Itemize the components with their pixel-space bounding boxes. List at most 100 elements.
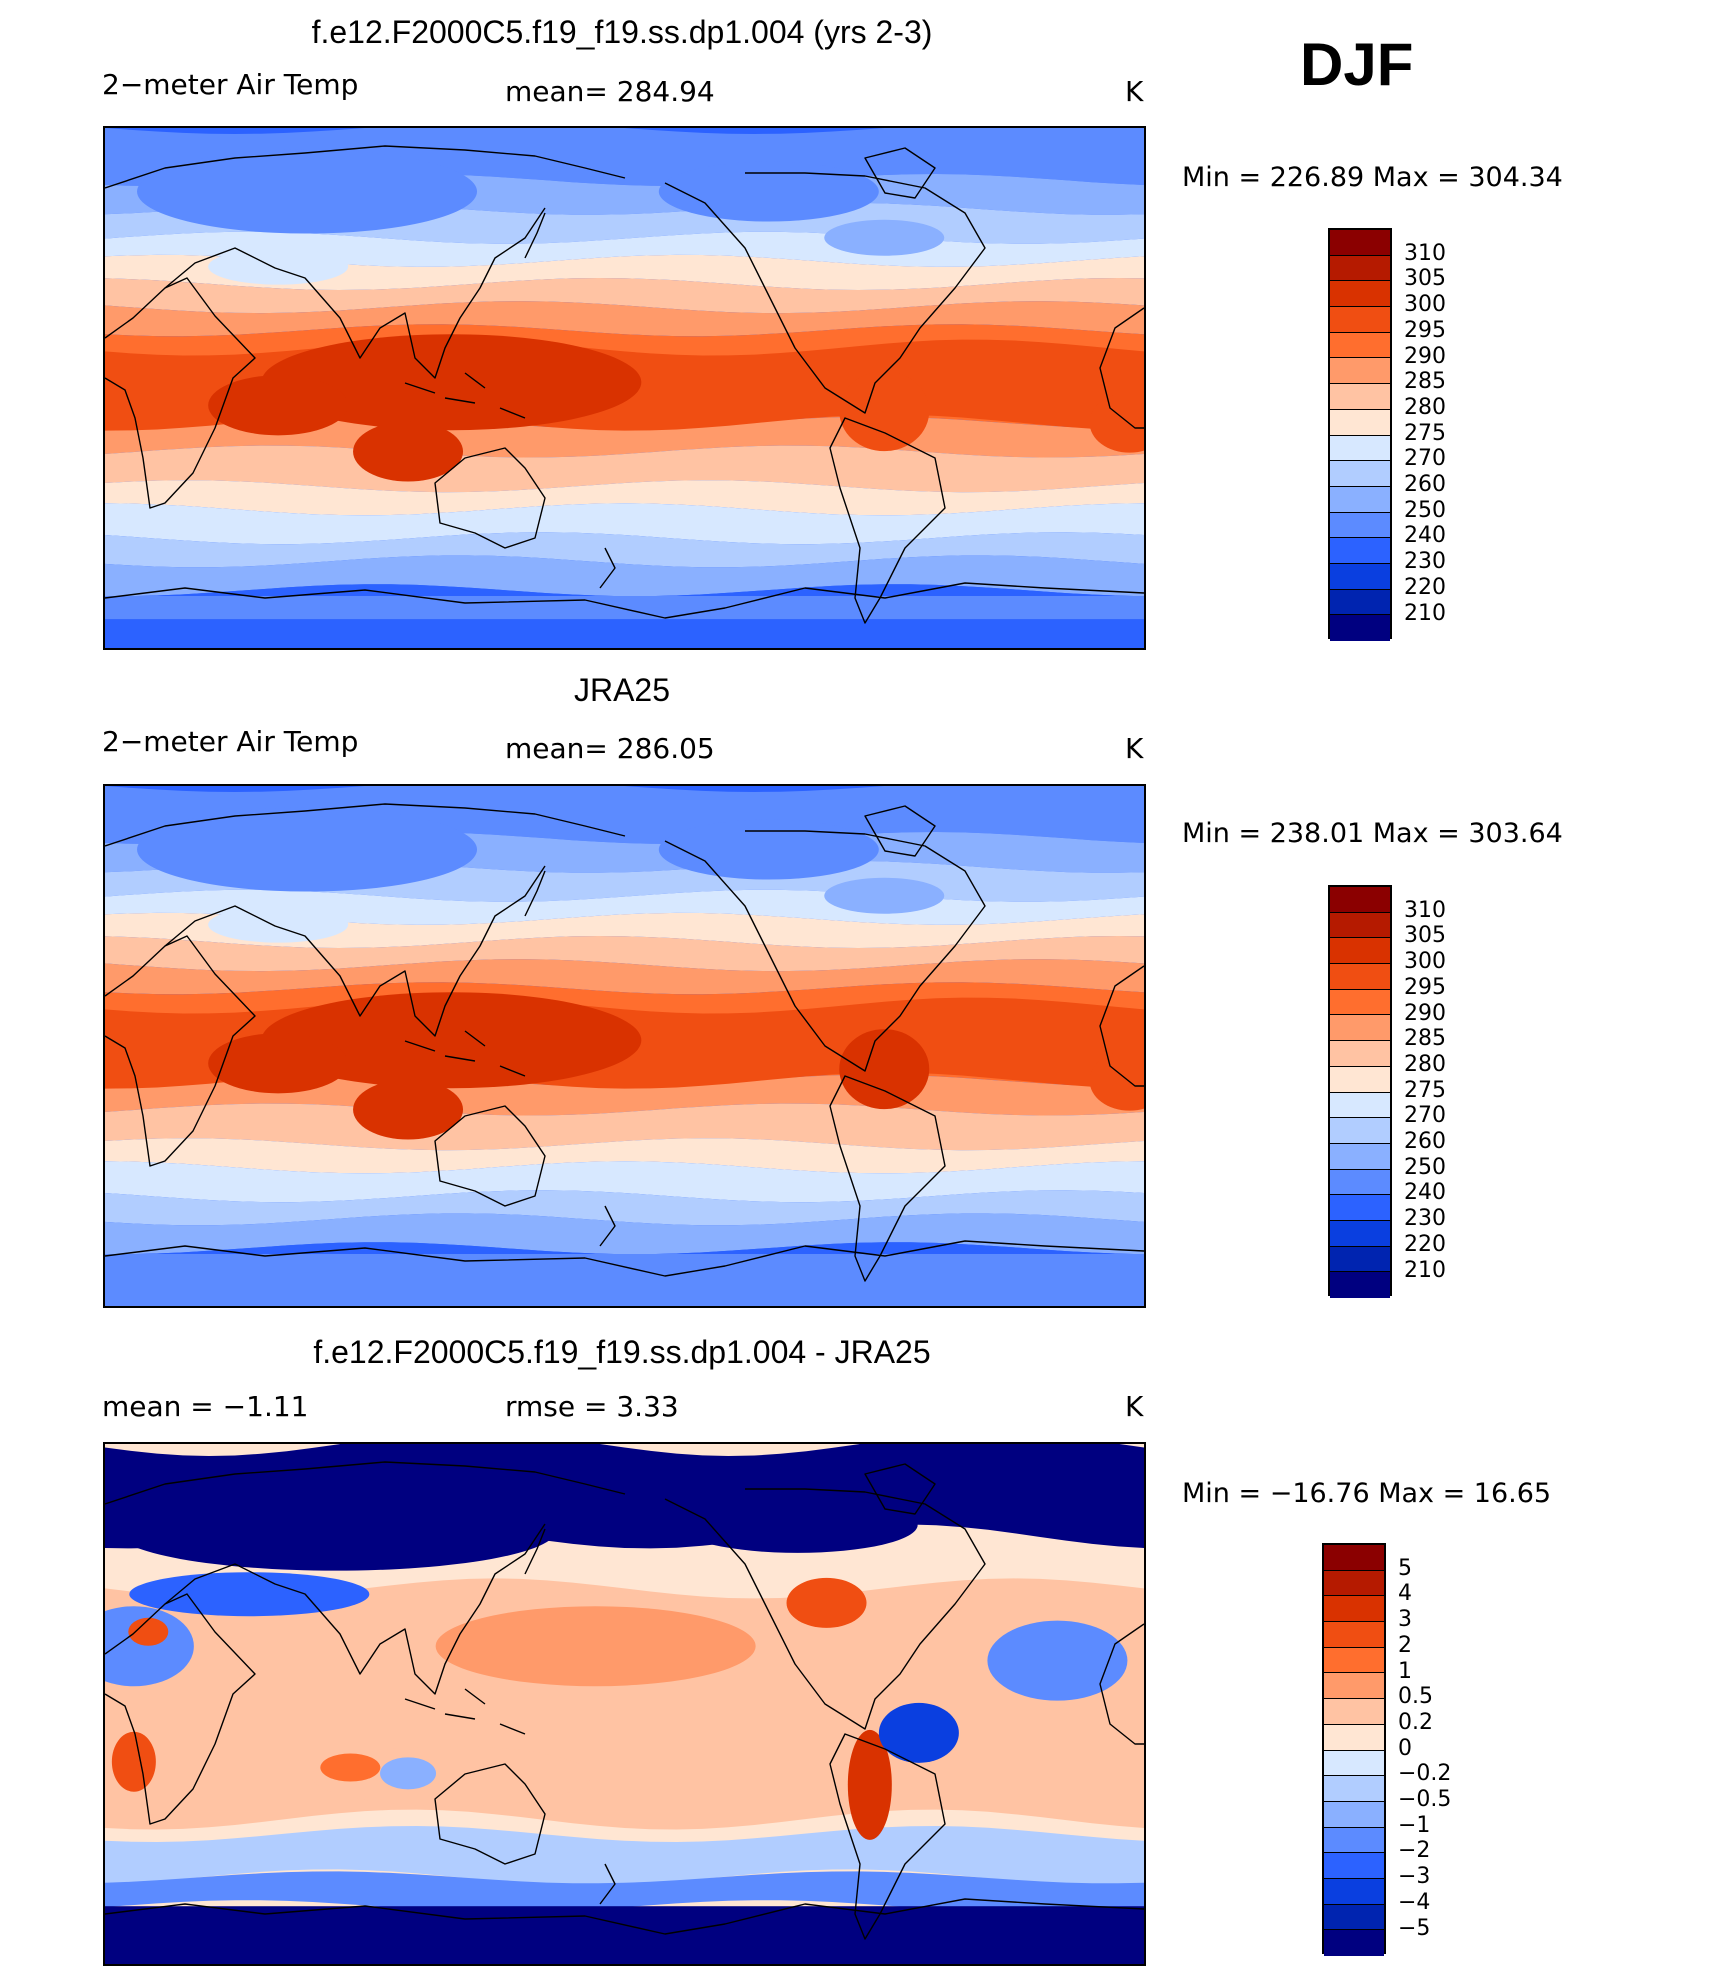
coastline [105, 1461, 626, 1505]
panel-2-map [103, 784, 1146, 1308]
amazon-cold-anomaly [878, 1702, 959, 1763]
colorbar-swatch [1324, 1545, 1384, 1571]
colorbar-swatch [1330, 1118, 1390, 1144]
coastline [829, 1075, 946, 1282]
colorbar-swatch [1324, 1724, 1384, 1751]
north-america-cold-anomaly [677, 1496, 918, 1553]
red-sea-warm-anomaly [128, 1617, 169, 1646]
colorbar-label: 260 [1404, 472, 1446, 497]
panel-1-units: K [1125, 75, 1144, 108]
colorbar-label: 270 [1404, 446, 1446, 472]
coastline [864, 1463, 936, 1515]
coastline [599, 1863, 616, 1905]
colorbar-swatch [1324, 1699, 1384, 1725]
colorbar-label: 230 [1404, 1206, 1446, 1232]
canada-cold-area [824, 219, 945, 256]
colorbar-label: −0.5 [1398, 1787, 1452, 1812]
coastline [105, 145, 626, 189]
colorbar-swatch [1330, 1015, 1390, 1042]
north-africa-cold-anomaly [987, 1620, 1128, 1701]
coastline [404, 1030, 526, 1077]
coastline [164, 207, 546, 379]
africa-warm-area [1089, 1050, 1144, 1111]
colorbar-swatch [1324, 1801, 1384, 1828]
colorbar-label: 0.5 [1398, 1684, 1433, 1710]
colorbar-label: 290 [1404, 343, 1446, 369]
colorbar-swatch [1324, 1853, 1384, 1879]
panel-3-map-graphic [105, 1444, 1144, 1964]
colorbar-swatch [1330, 964, 1390, 990]
antarctica-cold-anomaly [105, 1906, 1144, 1964]
coastline [105, 935, 256, 1167]
colorbar-swatch [1324, 1750, 1384, 1777]
colorbar-label: 4 [1398, 1581, 1412, 1607]
siberia-cold-area [137, 807, 478, 892]
coastline [1099, 965, 1144, 1087]
north-america-cold-area [658, 161, 879, 222]
siberia-cold-area [137, 149, 478, 234]
colorbar-label: 3 [1398, 1607, 1412, 1633]
temperature-band [105, 1138, 1144, 1174]
colorbar-swatch [1330, 989, 1390, 1016]
temperature-band [105, 301, 1144, 337]
colorbar-label: 285 [1404, 369, 1446, 395]
colorbar-swatch [1330, 1272, 1390, 1298]
panel-2-units: K [1125, 732, 1144, 765]
colorbar-swatch [1330, 1041, 1390, 1067]
panel-2-minmax: Min = 238.01 Max = 303.64 [1182, 818, 1563, 849]
coastline [864, 147, 936, 199]
coastline [524, 1528, 546, 1575]
colorbar-label: 220 [1404, 574, 1446, 600]
coastline [864, 805, 936, 857]
colorbar-swatch [1324, 1647, 1384, 1674]
western-pacific-warm-pool [261, 334, 642, 431]
colorbar-label: 285 [1404, 1026, 1446, 1052]
colorbar-label: 310 [1404, 897, 1446, 923]
colorbar-swatch [1330, 486, 1390, 513]
colorbar-label: 275 [1404, 1077, 1446, 1103]
colorbar-swatch [1330, 1220, 1390, 1247]
panel-2-variable-label: 2−meter Air Temp [102, 725, 359, 758]
colorbar-swatch [1330, 1092, 1390, 1119]
colorbar-label: 280 [1404, 1051, 1446, 1077]
coastline [599, 1205, 616, 1247]
coastline [524, 870, 546, 917]
colorbar-swatch [1330, 281, 1390, 308]
colorbar-label: −3 [1398, 1864, 1431, 1890]
colorbar-swatch [1324, 1622, 1384, 1648]
coastline [105, 1898, 1144, 1935]
south-america-warm-area [839, 371, 930, 452]
colorbar-swatch [1330, 307, 1390, 333]
coastline [1099, 307, 1144, 429]
coastline [1099, 1623, 1144, 1745]
colorbar-swatch [1330, 938, 1390, 965]
panel-1-mean-label: mean= 284.94 [505, 75, 715, 108]
colorbar-label: 290 [1404, 1000, 1446, 1026]
panel-2-title: JRA25 [573, 672, 671, 708]
colorbar-label: 210 [1404, 600, 1446, 626]
panel-1-map [103, 126, 1146, 650]
colorbar-swatch [1330, 409, 1390, 436]
temperature-band [105, 1190, 1144, 1226]
colorbar-swatch [1330, 887, 1390, 913]
colorbar-label: 230 [1404, 549, 1446, 575]
colorbar-label: 275 [1404, 420, 1446, 446]
antarctic-ring-cold-anomaly [105, 1871, 1144, 1913]
tibet-cold-area [208, 906, 349, 943]
colorbar-swatch [1330, 615, 1390, 641]
colorbar-label: 270 [1404, 1103, 1446, 1129]
colorbar-label: 2 [1398, 1632, 1412, 1658]
colorbar-swatch [1330, 332, 1390, 359]
coastline [105, 1593, 256, 1825]
colorbar-swatch [1330, 1169, 1390, 1196]
colorbar-label: −5 [1398, 1915, 1431, 1941]
colorbar-label: 5 [1398, 1555, 1412, 1581]
colorbar-label: −1 [1398, 1812, 1431, 1838]
colorbar-label: 220 [1404, 1231, 1446, 1257]
colorbar-swatch [1330, 255, 1390, 282]
coastline [664, 172, 986, 414]
temperature-band [105, 254, 1144, 290]
south-pacific-warm-anomaly [311, 1746, 592, 1807]
colorbar-swatch [1330, 589, 1390, 616]
panel-1-variable-label: 2−meter Air Temp [102, 68, 359, 101]
